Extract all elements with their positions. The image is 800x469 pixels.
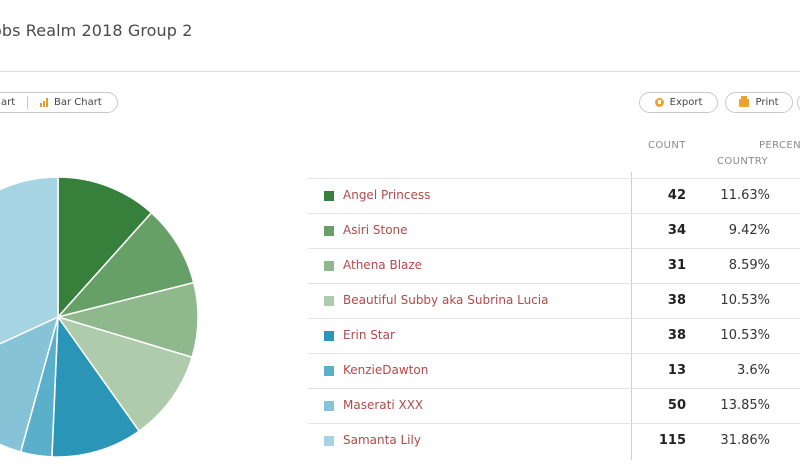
export-button[interactable]: Export [639,92,718,113]
legend-swatch [324,366,334,376]
row-count: 38 [667,328,686,343]
legend-swatch [324,331,334,341]
table-row[interactable]: Samanta Lily 115 31.86% [308,423,800,458]
pie-slice[interactable] [0,315,60,453]
table-row[interactable]: Beautiful Subby aka Subrina Lucia 38 10.53… [308,283,800,318]
row-name-link[interactable]: Asiri Stone [343,223,408,237]
row-name-link[interactable]: Athena Blaze [343,258,423,272]
pie-slice[interactable] [0,176,59,375]
row-percent: 10.53% [720,328,770,343]
row-percent: 13.85% [720,398,770,413]
export-label: Export [669,97,703,108]
row-count: 42 [667,188,686,203]
pie-slice[interactable] [56,315,194,433]
row-percent: 3.6% [736,363,770,378]
legend-swatch [324,226,334,236]
legend-swatch [324,296,334,306]
row-count: 13 [667,363,686,378]
table-row[interactable]: Asiri Stone 34 9.42% [308,213,800,248]
chart-type-toggle: art Bar Chart [0,92,118,113]
legend-swatch [324,436,334,446]
legend-swatch [324,191,334,201]
print-label: Print [755,97,779,108]
country-column-header[interactable]: COUNTRY [717,156,768,167]
toggle-separator [27,96,28,109]
pie-slice[interactable] [57,176,153,319]
row-count: 31 [667,258,686,273]
table-row[interactable]: Erin Star 38 10.53% [308,318,800,353]
row-percent: 10.53% [720,293,770,308]
bar-chart-button[interactable]: Bar Chart [40,97,102,108]
pie-chart-button[interactable]: art [1,97,16,108]
print-button[interactable]: Print [725,92,793,113]
table-row[interactable]: KenzieDawton 13 3.6% [308,353,800,388]
row-percent: 8.59% [728,258,770,273]
printer-icon [739,95,750,107]
bar-chart-icon [40,98,48,107]
row-count: 50 [667,398,686,413]
pie-slice[interactable] [51,314,141,458]
row-count: 115 [658,433,686,448]
row-name-link[interactable]: Beautiful Subby aka Subrina Lucia [343,293,549,307]
row-percent: 31.86% [720,433,770,448]
row-name-link[interactable]: KenzieDawton [343,363,429,377]
row-count: 34 [667,223,686,238]
legend-swatch [324,401,334,411]
bar-chart-label: Bar Chart [54,97,102,108]
row-name-link[interactable]: Erin Star [343,328,395,342]
row-name-link[interactable]: Maserati XXX [343,398,424,412]
legend-swatch [324,261,334,271]
header-divider [0,71,800,72]
row-percent: 11.63% [720,188,770,203]
row-name-link[interactable]: Samanta Lily [343,433,421,447]
row-count: 38 [667,293,686,308]
table-row[interactable]: Angel Princess 42 11.63% [308,178,800,213]
percent-column-header[interactable]: PERCEN [759,140,800,151]
row-percent: 9.42% [728,223,770,238]
export-icon [654,98,664,107]
table-column-divider [631,172,632,460]
table-row[interactable]: Athena Blaze 31 8.59% [308,248,800,283]
count-column-header[interactable]: COUNT [648,140,686,151]
row-name-link[interactable]: Angel Princess [343,188,431,202]
table-row[interactable]: Maserati XXX 50 13.85% [308,388,800,423]
page-title: obs Realm 2018 Group 2 [0,21,193,40]
